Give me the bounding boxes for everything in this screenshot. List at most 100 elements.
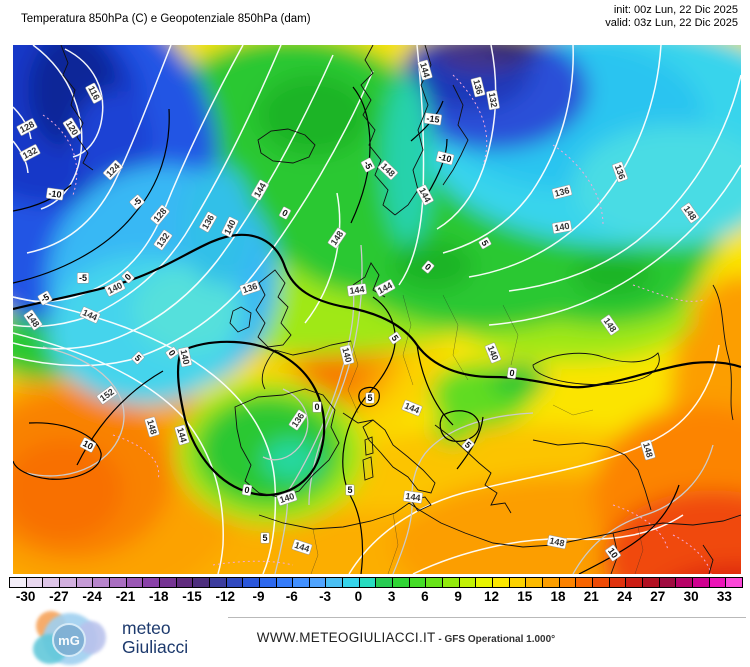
temperature-label: 0 bbox=[242, 484, 252, 496]
colorbar-tick: 0 bbox=[354, 589, 363, 604]
geopotential-label: 132 bbox=[153, 229, 173, 251]
temperature-label: -5 bbox=[77, 273, 89, 283]
geopotential-label: 144 bbox=[291, 539, 313, 555]
geopotential-label: 148 bbox=[547, 535, 567, 549]
colorbar-segment bbox=[609, 578, 627, 587]
geopotential-label: 136 bbox=[239, 280, 261, 296]
colorbar-segment bbox=[276, 578, 294, 587]
colorbar-segment bbox=[226, 578, 244, 587]
colorbar-segment bbox=[526, 578, 543, 587]
geopotential-label: 140 bbox=[178, 347, 192, 367]
colorbar-segment bbox=[376, 578, 394, 587]
colorbar-segment bbox=[193, 578, 210, 587]
footer-credit: WWW.METEOGIULIACCI.IT - GFS Operational … bbox=[230, 629, 582, 647]
geopotential-label: 144 bbox=[403, 490, 423, 504]
colorbar-segment bbox=[642, 578, 660, 587]
colorbar-ticks: -30 -27 -24 -21 -18 -15 -12 -9 -6 -3 0 3 6 9 12 15 18 21 2… bbox=[0, 589, 750, 605]
model-info: - GFS Operational 1.000° bbox=[435, 634, 556, 645]
geopotential-label: 148 bbox=[600, 314, 620, 336]
geopotential-label: 136 bbox=[552, 184, 572, 200]
temperature-label: 5 bbox=[345, 485, 355, 495]
site-url[interactable]: WWW.METEOGIULIACCI.IT bbox=[256, 630, 436, 645]
colorbar-segment bbox=[159, 578, 177, 587]
init-time: init: 00z Lun, 22 Dic 2025 bbox=[613, 4, 738, 16]
colorbar-tick: 15 bbox=[517, 589, 533, 604]
run-info: init: 00z Lun, 22 Dic 2025 valid: 03z Lu… bbox=[605, 4, 738, 30]
geopotential-label: 140 bbox=[339, 345, 355, 365]
temperature-label: -10 bbox=[436, 151, 454, 165]
logo-line1: meteo bbox=[122, 618, 171, 638]
temperature-label: 0 bbox=[421, 260, 435, 274]
valid-time: valid: 03z Lun, 22 Dic 2025 bbox=[605, 17, 738, 29]
geopotential-label: 140 bbox=[104, 279, 126, 297]
colorbar-segment bbox=[26, 578, 44, 587]
colorbar-tick: 12 bbox=[483, 589, 499, 604]
geopotential-label: 144 bbox=[251, 179, 269, 201]
temperature-label: -5 bbox=[37, 290, 53, 306]
colorbar-segment bbox=[126, 578, 144, 587]
temperature-label: -10 bbox=[46, 187, 64, 201]
geopotential-label: 140 bbox=[276, 490, 298, 506]
colorbar-tick: -6 bbox=[285, 589, 298, 604]
colorbar-segment bbox=[692, 578, 710, 587]
geopotential-label: 124 bbox=[103, 160, 123, 180]
colorbar-segment bbox=[426, 578, 444, 587]
colorbar-tick: 33 bbox=[716, 589, 732, 604]
temperature-label: 0 bbox=[121, 270, 135, 284]
colorbar-tick: 9 bbox=[454, 589, 462, 604]
geopotential-label: 148 bbox=[640, 439, 656, 461]
colorbar-tick: -9 bbox=[252, 589, 265, 604]
colorbar-segment bbox=[493, 578, 510, 587]
colorbar-segment bbox=[109, 578, 127, 587]
geopotential-label: 148 bbox=[378, 160, 398, 180]
geopotential-label: 144 bbox=[401, 399, 423, 417]
colorbar-tick: -27 bbox=[49, 589, 69, 604]
meteogiuliacci-logo[interactable]: mG bbox=[26, 608, 122, 667]
geopotential-label: 148 bbox=[327, 227, 347, 249]
geopotential-label: 148 bbox=[23, 309, 43, 331]
temperature-label: 5 bbox=[478, 237, 492, 249]
colorbar-segment bbox=[509, 578, 527, 587]
colorbar-segment bbox=[709, 578, 727, 587]
geopotential-label: 140 bbox=[552, 220, 572, 234]
colorbar-segment bbox=[326, 578, 344, 587]
colorbar-segment bbox=[209, 578, 227, 587]
geopotential-label: 144 bbox=[374, 279, 396, 297]
colorbar-tick: -12 bbox=[215, 589, 236, 604]
temperature-label: 0 bbox=[507, 367, 517, 379]
geopotential-label: 136 bbox=[612, 161, 628, 183]
geopotential-label: 136 bbox=[288, 409, 308, 431]
temperature-label: 10 bbox=[605, 544, 621, 562]
colorbar-segment bbox=[409, 578, 427, 587]
colorbar-segment bbox=[576, 578, 593, 587]
geopotential-label: 120 bbox=[62, 117, 82, 139]
colorbar-tick: -21 bbox=[115, 589, 136, 604]
geopotential-label: 144 bbox=[174, 424, 190, 446]
map-canvas bbox=[13, 45, 741, 574]
temperature-label: -5 bbox=[129, 194, 145, 210]
colorbar-segment bbox=[726, 578, 742, 587]
weather-map: 116 120 128 132 124 128 132 136 140 140 136 144 148 1… bbox=[13, 45, 741, 574]
colorbar-segment bbox=[343, 578, 360, 587]
temperature-contours bbox=[13, 86, 741, 574]
colorbar-tick: 3 bbox=[387, 589, 396, 604]
geopotential-label: 136 bbox=[199, 211, 217, 233]
colorbar-segment bbox=[10, 578, 27, 587]
logo-monogram: mG bbox=[52, 623, 86, 657]
secondary-contours bbox=[42, 74, 712, 574]
colorbar-tick: -18 bbox=[148, 589, 169, 604]
temperature-label: 5 bbox=[388, 331, 402, 345]
geopotential-label: 148 bbox=[144, 416, 160, 438]
colorbar-tick: -30 bbox=[15, 589, 36, 604]
geopotential-label: 152 bbox=[96, 385, 118, 405]
geopotential-label: 116 bbox=[85, 82, 103, 104]
geopotential-label: 144 bbox=[347, 283, 367, 297]
logo-line2: Giuliacci bbox=[122, 637, 189, 657]
colorbar-tick: 18 bbox=[550, 589, 566, 604]
geopotential-label: 140 bbox=[221, 216, 239, 238]
colorbar-segment bbox=[43, 578, 60, 587]
logo-wordmark[interactable]: meteo Giuliacci bbox=[122, 619, 188, 657]
colorbar-tick: -15 bbox=[182, 589, 202, 604]
temperature-label: 5 bbox=[365, 393, 375, 403]
country-borders bbox=[310, 294, 644, 574]
